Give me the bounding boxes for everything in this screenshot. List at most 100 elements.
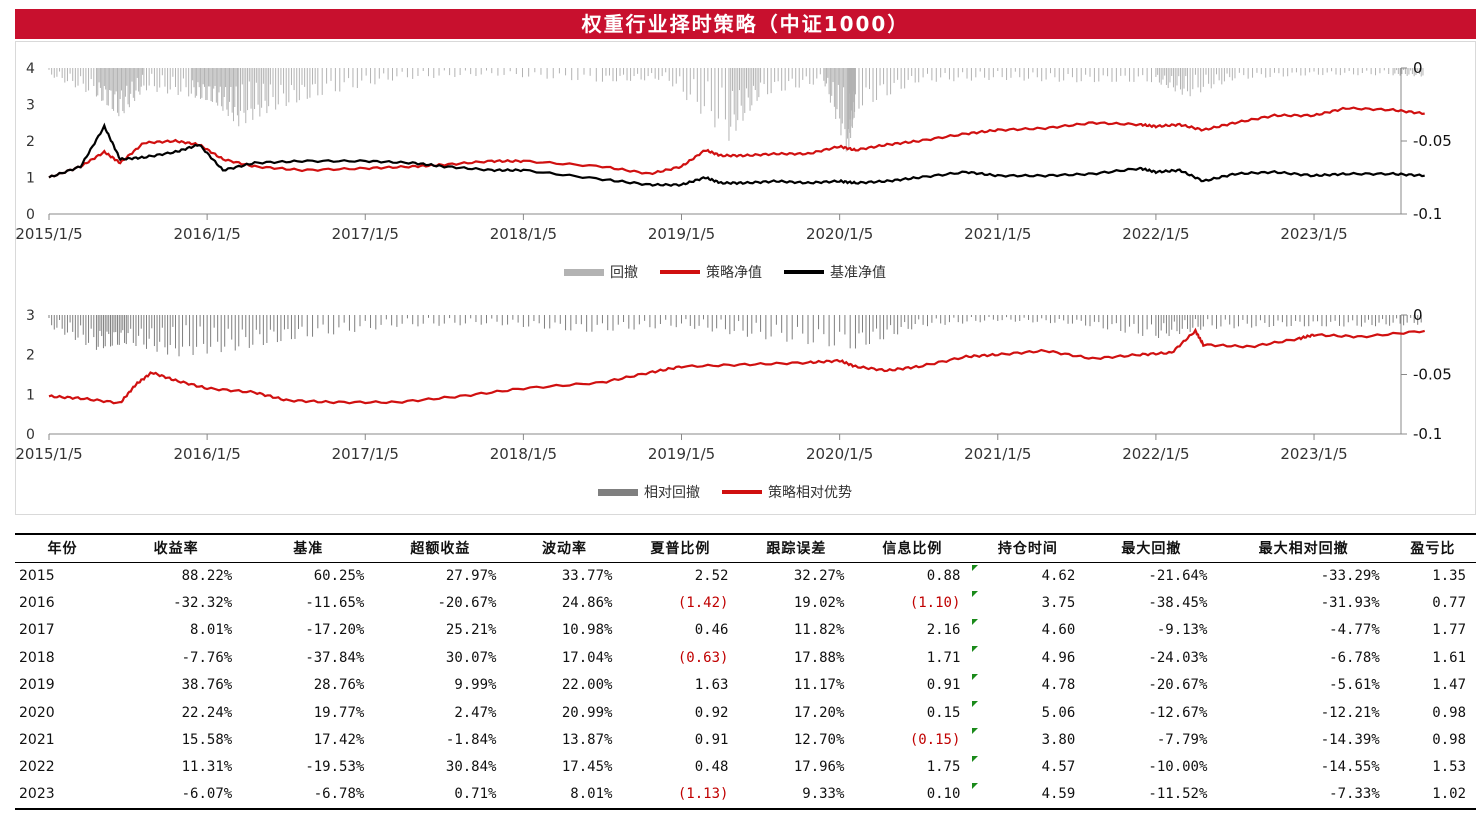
table-row: 2016 -32.32% -11.65% -20.67% 24.86% (1.42) 19.…: [15, 589, 1476, 616]
y2-tick-label: -0.05: [1413, 366, 1452, 384]
table-cell: -10.00%: [1148, 759, 1208, 776]
table-cell: 0.98: [1432, 732, 1466, 749]
table-cell: -20.67%: [1148, 677, 1208, 694]
table-cell: 4.59: [970, 781, 1086, 810]
table-cell: -21.64%: [1148, 567, 1208, 584]
table-cell: 1.53: [1432, 759, 1466, 776]
y2-tick-label: 0: [1413, 59, 1423, 77]
table-cell: 4.96: [970, 644, 1085, 671]
table-cell: 32.27%: [793, 567, 845, 584]
table-cell: 8.01%: [506, 781, 623, 810]
legend-swatch: [598, 488, 638, 496]
table-cell: 1.61: [1432, 649, 1466, 666]
table-cell: 0.77: [1432, 595, 1466, 612]
legend-item-strategy: 策略净值: [660, 262, 762, 282]
table-cell: -7.79%: [1156, 732, 1208, 749]
legend-label: 相对回撤: [644, 485, 700, 501]
y-tick-label: 0: [26, 207, 35, 223]
table-cell: 0.48: [694, 759, 729, 776]
table-cell: -14.55%: [1320, 759, 1380, 776]
table-cell: 20.99%: [561, 704, 613, 721]
table-cell: 0.46: [694, 622, 729, 639]
table-cell: 0.91: [694, 732, 729, 749]
table-cell: 4.57: [970, 754, 1085, 781]
table-cell: 19.02%: [793, 595, 845, 612]
table-cell: 3.80: [970, 726, 1085, 753]
x-tick-label: 2022/1/5: [1122, 225, 1189, 243]
table-cell: 11.17%: [793, 677, 845, 694]
legend-item-benchmark: 基准净值: [784, 262, 886, 282]
table-cell: 2018: [19, 649, 55, 666]
x-tick-label: 2018/1/5: [490, 225, 557, 243]
table-cell: 0.15: [926, 704, 961, 721]
table-cell: -7.76%: [181, 649, 233, 666]
x-tick-label: 2023/1/5: [1280, 445, 1347, 463]
legend-item-rel-advantage: 策略相对优势: [722, 482, 852, 502]
table-header-cell: 年份: [15, 533, 111, 563]
table-header-cell: 信息比例: [854, 533, 971, 563]
table-cell: -5.61%: [1329, 677, 1380, 694]
table-cell: -20.67%: [437, 595, 497, 612]
table-cell: 17.88%: [793, 649, 845, 666]
table-cell: 33.77%: [561, 567, 613, 584]
table-cell: (1.10): [909, 595, 961, 612]
x-tick-label: 2021/1/5: [964, 445, 1031, 463]
table-cell: 2021: [19, 732, 55, 749]
table-cell: -1.84%: [445, 732, 497, 749]
legend-swatch: [784, 270, 824, 274]
table-header-cell: 收益率: [110, 533, 243, 563]
table-cell: 1.71: [926, 649, 961, 666]
table-cell: 10.98%: [561, 622, 613, 639]
y-tick-label: 1: [26, 387, 35, 403]
table-header-cell: 波动率: [506, 533, 623, 563]
table-cell: 2015: [19, 567, 55, 584]
y2-tick-label: -0.05: [1413, 132, 1452, 150]
table-cell: 2020: [19, 704, 55, 721]
table-cell: 2.52: [694, 567, 729, 584]
x-tick-label: 2017/1/5: [332, 225, 399, 243]
x-tick-label: 2016/1/5: [173, 445, 240, 463]
x-tick-label: 2020/1/5: [806, 445, 873, 463]
y-tick-label: 3: [26, 308, 35, 324]
table-cell: -32.32%: [173, 595, 233, 612]
table-cell: (1.13): [622, 781, 739, 810]
table-cell: 9.99%: [454, 677, 497, 694]
table-cell: 5.06: [970, 699, 1085, 726]
table-cell: -14.39%: [1320, 732, 1380, 749]
table-cell: -24.03%: [1148, 649, 1208, 666]
table-cell: (1.42): [677, 595, 729, 612]
chart1-legend: 回撤 策略净值 基准净值: [564, 262, 886, 282]
table-cell: 0.71%: [374, 781, 507, 810]
table-cell: 2016: [19, 595, 55, 612]
table-cell: 17.42%: [313, 732, 365, 749]
table-cell: 12.70%: [793, 732, 845, 749]
chart-frame: 0 1 2 3 4 0 -0.05 -0.1 2015/1/5 2016/1/5 2017/1/5 2…: [15, 41, 1476, 515]
table-cell: 0.88: [926, 567, 961, 584]
table-cell: -9.13%: [1156, 622, 1208, 639]
x-tick-label: 2015/1/5: [16, 225, 83, 243]
table-cell: -19.53%: [305, 759, 365, 776]
table-cell: 1.35: [1432, 567, 1466, 584]
table-row: 2022 11.31% -19.53% 30.84% 17.45% 0.48 17.96% 1…: [15, 754, 1476, 781]
table-cell: 1.47: [1432, 677, 1466, 694]
table-cell: 15.58%: [181, 732, 233, 749]
y-tick-label: 4: [26, 61, 35, 77]
legend-swatch: [564, 268, 604, 276]
legend-label: 回撤: [610, 265, 638, 281]
y-tick-label: 2: [26, 348, 35, 364]
table-cell: -37.84%: [305, 649, 365, 666]
stats-table: 年份 收益率 基准 超额收益 波动率 夏普比例 跟踪误差 信息比例 持仓时间 最大回撤 最大相对回撤…: [15, 533, 1476, 810]
table-row: 2020 22.24% 19.77% 2.47% 20.99% 0.92 17.20% 0.1…: [15, 699, 1476, 726]
table-cell: 0.98: [1432, 704, 1466, 721]
table-cell: -33.29%: [1320, 567, 1380, 584]
y2-tick-label: -0.1: [1413, 425, 1442, 443]
y-tick-label: 3: [26, 98, 35, 114]
table-cell: 4.60: [970, 617, 1085, 644]
table-row: 2015 88.22% 60.25% 27.97% 33.77% 2.52 32.27% 0.…: [15, 562, 1476, 589]
table-cell: 2023: [15, 781, 111, 810]
legend-item-rel-drawdown: 相对回撤: [598, 482, 700, 502]
table-cell: 88.22%: [181, 567, 233, 584]
table-cell: 17.45%: [561, 759, 613, 776]
table-cell: 11.31%: [181, 759, 233, 776]
table-cell: 11.82%: [793, 622, 845, 639]
